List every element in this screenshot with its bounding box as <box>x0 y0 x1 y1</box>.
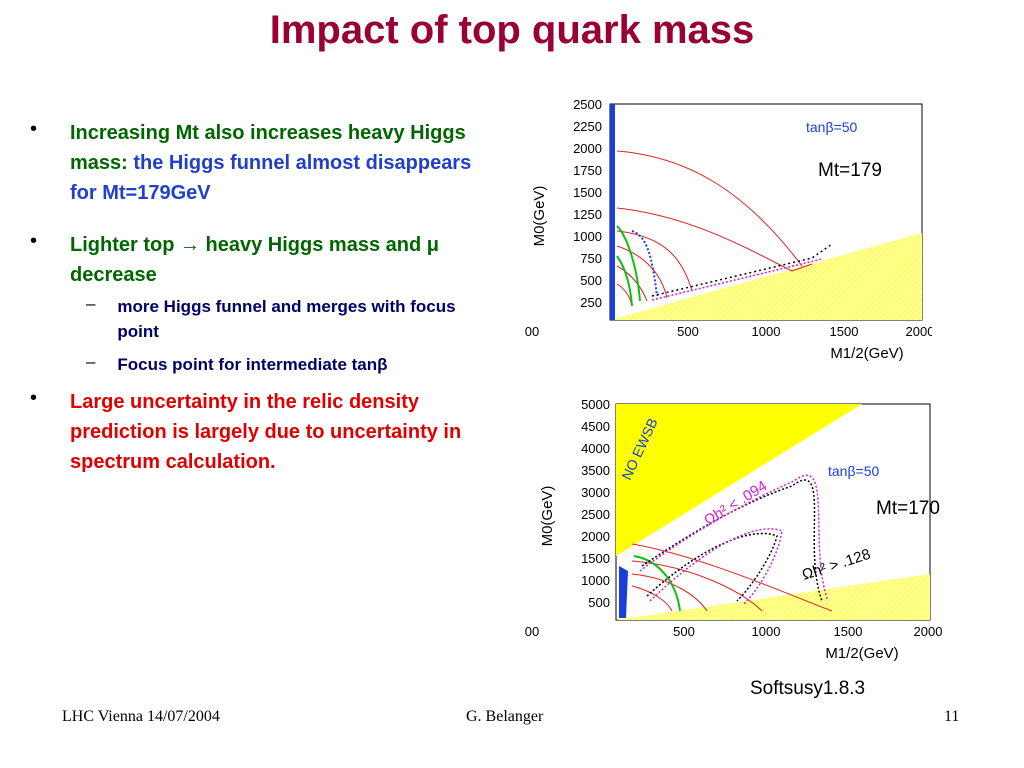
x-tick-labels: 00 500 1000 1500 2000 <box>525 624 943 639</box>
sub-item-1-text: more Higgs funnel and merges with focus … <box>117 297 456 341</box>
x-tick-label: 00 <box>525 324 539 339</box>
x-tick-label: 1500 <box>834 624 863 639</box>
bullet-item-2: • Lighter top → heavy Higgs mass and μ d… <box>30 230 500 290</box>
footer-center: G. Belanger <box>466 708 544 725</box>
softsusy-label: Softsusy1.8.3 <box>750 678 866 699</box>
sub-item-1: – more Higgs funnel and merges with focu… <box>86 294 500 344</box>
x-axis-label: M1/2(GeV) <box>825 645 898 662</box>
contour-line <box>651 243 833 297</box>
plot-mt170: NO EWSB Ωh² < .094 Ωh² > .128 tanβ=50 M0… <box>525 397 943 662</box>
x-tick-label: 1000 <box>752 324 781 339</box>
no-ewsb-region <box>616 404 862 556</box>
bullet-dot: • <box>30 230 38 252</box>
contour-line <box>616 265 648 302</box>
x-tick-label: 1000 <box>752 624 781 639</box>
contour-line <box>651 258 823 301</box>
contour-line <box>616 245 668 299</box>
x-tick-label: 00 <box>525 624 539 639</box>
x-tick-label: 1500 <box>830 324 859 339</box>
y-tick-labels: 5000 4500 4000 3500 3000 2500 2000 1500 … <box>581 397 610 610</box>
y-tick-label: 500 <box>588 595 610 610</box>
bullet-1-text: Increasing Mt also increases heavy Higgs… <box>70 122 466 174</box>
mu-symbol: μ <box>426 234 439 256</box>
y-tick-label: 1000 <box>581 573 610 588</box>
y-tick-label: 3500 <box>581 463 610 478</box>
y-tick-label: 250 <box>580 295 602 310</box>
plot-mt179: tanβ=50 M0(GeV) M1/2(GeV) 2500 2250 2000… <box>525 97 932 362</box>
bullet-item-3: • Large uncertainty in the relic density… <box>30 387 500 477</box>
contour-line <box>649 528 783 605</box>
contour-line <box>631 573 708 612</box>
x-tick-labels: 00 500 1000 1500 2000 <box>525 324 932 339</box>
contour-line <box>631 543 833 612</box>
contour-line <box>641 479 823 602</box>
y-tick-label: 2000 <box>573 141 602 156</box>
x-axis-label: M1/2(GeV) <box>830 345 903 362</box>
bullet-3-text: Large uncertainty in the relic density p… <box>70 391 462 473</box>
footer-left: LHC Vienna 14/07/2004 <box>62 708 220 725</box>
contour-line <box>633 555 681 612</box>
y-tick-labels: 2500 2250 2000 1750 1500 1250 1000 750 5… <box>573 97 602 310</box>
y-tick-label: 1750 <box>573 163 602 178</box>
x-tick-label: 2000 <box>906 324 932 339</box>
bullet-list: • Increasing Mt also increases heavy Hig… <box>30 118 500 499</box>
lep-bound <box>610 104 615 320</box>
y-tick-label: 2000 <box>581 529 610 544</box>
bullet-1-highlight: the Higgs funnel almost disappears for M… <box>70 152 472 204</box>
y-tick-label: 1250 <box>573 207 602 222</box>
y-axis-label: M0(GeV) <box>531 186 548 247</box>
sub-item-2-text: Focus point for intermediate tanβ <box>117 355 388 374</box>
mt179-label: Mt=179 <box>818 160 882 181</box>
contour-line <box>631 585 673 612</box>
contour-line <box>646 532 778 602</box>
contour-line <box>616 225 641 302</box>
lep-bound <box>619 566 628 618</box>
x-tick-label: 2000 <box>914 624 943 639</box>
y-tick-label: 4000 <box>581 441 610 456</box>
mt170-label: Mt=170 <box>876 498 940 519</box>
contour-line <box>616 150 803 267</box>
y-tick-label: 2500 <box>573 97 602 112</box>
y-tick-label: 1500 <box>573 185 602 200</box>
y-tick-label: 4500 <box>581 419 610 434</box>
sub-item-2: – Focus point for intermediate tanβ <box>86 352 500 377</box>
right-arrow-icon: → <box>179 234 200 256</box>
tanbeta-label: tanβ=50 <box>806 119 857 135</box>
y-tick-label: 3000 <box>581 485 610 500</box>
page-title: Impact of top quark mass <box>269 8 755 52</box>
contour-line <box>616 230 693 292</box>
x-tick-label: 500 <box>677 324 699 339</box>
y-tick-label: 2250 <box>573 119 602 134</box>
y-tick-label: 5000 <box>581 397 610 412</box>
contour-line <box>631 230 658 297</box>
slide-number: 11 <box>944 708 960 725</box>
bullet-item-1: • Increasing Mt also increases heavy Hig… <box>30 118 500 208</box>
y-tick-label: 750 <box>580 251 602 266</box>
excluded-region <box>616 574 930 620</box>
bullet-dot: • <box>30 118 38 140</box>
y-tick-label: 1000 <box>573 229 602 244</box>
y-tick-label: 1500 <box>581 551 610 566</box>
y-tick-label: 500 <box>580 273 602 288</box>
contour-line <box>616 255 633 307</box>
x-tick-label: 500 <box>673 624 695 639</box>
y-tick-label: 2500 <box>581 507 610 522</box>
bullet-dot: • <box>30 387 38 409</box>
excluded-region <box>610 233 922 320</box>
y-axis-label: M0(GeV) <box>539 486 556 547</box>
contour-line <box>616 207 813 272</box>
bullet-2-text: Lighter top <box>70 234 180 256</box>
tanbeta-label: tanβ=50 <box>828 463 879 479</box>
